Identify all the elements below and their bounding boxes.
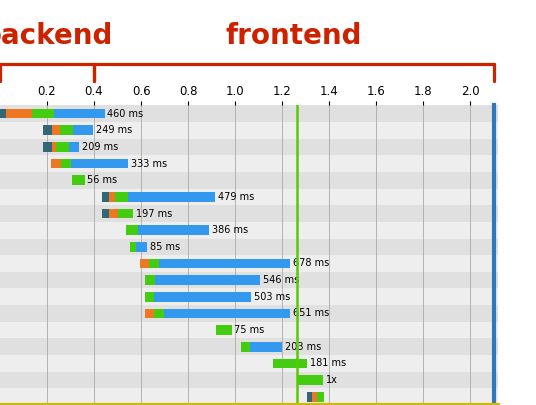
Text: 249 ms: 249 ms <box>96 125 132 135</box>
Bar <box>69 142 79 152</box>
Text: 460 ms: 460 ms <box>107 109 144 119</box>
Bar <box>0 322 498 339</box>
Bar <box>52 126 60 135</box>
Text: 386 ms: 386 ms <box>212 225 248 235</box>
Bar <box>0 189 498 205</box>
Bar <box>50 159 61 168</box>
Bar <box>32 109 54 118</box>
Bar <box>56 142 69 152</box>
Bar <box>102 192 109 202</box>
Text: 678 ms: 678 ms <box>293 258 329 269</box>
Bar <box>0 155 498 172</box>
Bar <box>0 105 498 122</box>
Bar <box>0 288 498 305</box>
Bar <box>250 342 282 352</box>
Bar <box>0 305 498 322</box>
Text: 333 ms: 333 ms <box>131 159 167 168</box>
Text: 479 ms: 479 ms <box>218 192 255 202</box>
Text: backend: backend <box>0 22 113 51</box>
Bar <box>0 139 498 155</box>
Bar <box>0 122 498 139</box>
Bar <box>115 192 129 202</box>
Bar <box>273 358 307 368</box>
Bar <box>61 159 71 168</box>
Bar <box>0 222 498 239</box>
Bar <box>145 292 153 302</box>
Bar <box>43 126 52 135</box>
Bar <box>126 225 138 235</box>
Text: 651 ms: 651 ms <box>293 309 329 318</box>
Text: frontend: frontend <box>226 22 362 51</box>
Bar <box>136 242 147 252</box>
Bar <box>155 275 260 285</box>
Text: 546 ms: 546 ms <box>263 275 299 285</box>
Bar <box>153 309 164 318</box>
Text: 1x: 1x <box>326 375 338 385</box>
Bar <box>317 392 324 401</box>
Text: 75 ms: 75 ms <box>234 325 265 335</box>
Bar <box>0 355 498 372</box>
Bar <box>52 142 56 152</box>
Bar <box>241 342 250 352</box>
Bar <box>118 209 133 218</box>
Text: 503 ms: 503 ms <box>254 292 290 302</box>
Bar <box>149 259 159 268</box>
Bar <box>0 339 498 355</box>
Text: 85 ms: 85 ms <box>150 242 180 252</box>
Bar <box>138 225 209 235</box>
Bar <box>109 209 118 218</box>
Bar <box>0 388 498 405</box>
Text: 197 ms: 197 ms <box>136 209 172 219</box>
Bar <box>0 205 498 222</box>
Bar <box>102 209 109 218</box>
Bar <box>73 126 93 135</box>
Bar <box>60 126 73 135</box>
Bar <box>145 309 153 318</box>
Bar <box>129 192 215 202</box>
Bar <box>72 175 85 185</box>
Bar <box>159 259 290 268</box>
Bar <box>0 372 498 388</box>
Text: 203 ms: 203 ms <box>285 342 321 352</box>
Text: 209 ms: 209 ms <box>81 142 118 152</box>
Bar <box>43 142 52 152</box>
Bar <box>0 272 498 288</box>
Bar <box>130 242 136 252</box>
Text: 56 ms: 56 ms <box>87 175 117 185</box>
Bar <box>0 172 498 189</box>
Bar <box>297 375 323 385</box>
Text: 181 ms: 181 ms <box>310 358 346 369</box>
Bar <box>71 159 128 168</box>
Bar <box>6 109 32 118</box>
Bar <box>54 109 105 118</box>
Bar <box>109 192 115 202</box>
Bar <box>164 309 290 318</box>
Bar <box>0 109 6 118</box>
Bar <box>145 275 155 285</box>
Bar <box>0 239 498 255</box>
Bar <box>312 392 317 401</box>
Bar <box>307 392 312 401</box>
Bar <box>217 325 232 335</box>
Bar <box>153 292 251 302</box>
Bar <box>140 259 149 268</box>
Bar <box>0 255 498 272</box>
